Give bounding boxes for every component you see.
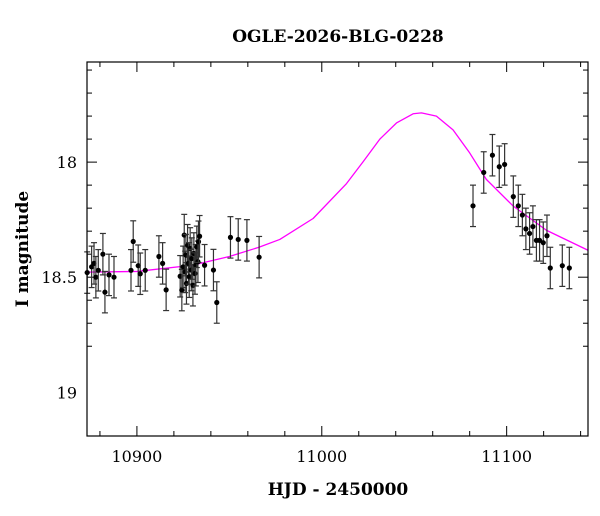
data-point — [100, 251, 106, 257]
data-point — [189, 255, 195, 262]
data-point — [201, 262, 208, 268]
data-point — [470, 203, 476, 209]
data-point — [186, 274, 192, 280]
data-point — [102, 289, 108, 295]
data-point — [530, 223, 536, 230]
chart-title: OGLE-2026-BLG-0228 — [232, 27, 444, 47]
x-tick-label: 11100 — [481, 447, 532, 466]
data-point — [93, 274, 99, 280]
data-point — [540, 240, 546, 246]
data-point — [489, 152, 496, 158]
y-axis-label: I magnitude — [13, 191, 33, 308]
data-point — [137, 271, 143, 277]
data-point — [179, 287, 185, 293]
data-point — [130, 238, 136, 245]
data-point — [156, 253, 162, 260]
data-point — [195, 239, 202, 245]
data-point — [244, 237, 250, 243]
data-point — [192, 270, 198, 277]
x-tick-label: 11000 — [296, 447, 347, 466]
data-point — [95, 267, 101, 273]
data-point — [547, 265, 553, 271]
data-point — [214, 299, 220, 306]
y-tick-label: 19 — [57, 383, 77, 402]
data-point — [106, 272, 112, 278]
data-point — [180, 264, 186, 270]
data-point — [496, 164, 502, 170]
data-point — [510, 194, 516, 200]
data-point — [210, 267, 217, 273]
x-tick-label: 10900 — [111, 447, 162, 466]
data-point — [526, 230, 533, 237]
data-point — [559, 263, 565, 269]
tick-labels: 10900 11000 11100 18 18.5 19 — [41, 153, 532, 466]
data-point — [111, 274, 117, 280]
data-point — [515, 203, 521, 209]
data-point — [481, 169, 487, 176]
data-point — [142, 267, 148, 273]
data-point — [196, 233, 203, 239]
data-point — [566, 265, 572, 271]
data-point — [128, 267, 134, 273]
data-point — [502, 161, 508, 168]
data-point — [190, 282, 196, 288]
y-tick-label: 18 — [57, 153, 77, 172]
data-point — [183, 280, 190, 287]
data-point — [523, 226, 529, 232]
data-point — [519, 212, 525, 218]
plot-frame — [86, 61, 589, 437]
x-axis-label: HJD - 2450000 — [268, 480, 409, 500]
y-tick-label: 18.5 — [41, 268, 77, 287]
data-point — [544, 233, 550, 239]
data-point — [227, 234, 234, 240]
data-points — [84, 133, 573, 324]
data-point — [160, 260, 166, 266]
data-point — [163, 287, 169, 293]
data-point — [135, 263, 141, 269]
data-point — [235, 236, 241, 243]
data-point — [256, 254, 262, 260]
